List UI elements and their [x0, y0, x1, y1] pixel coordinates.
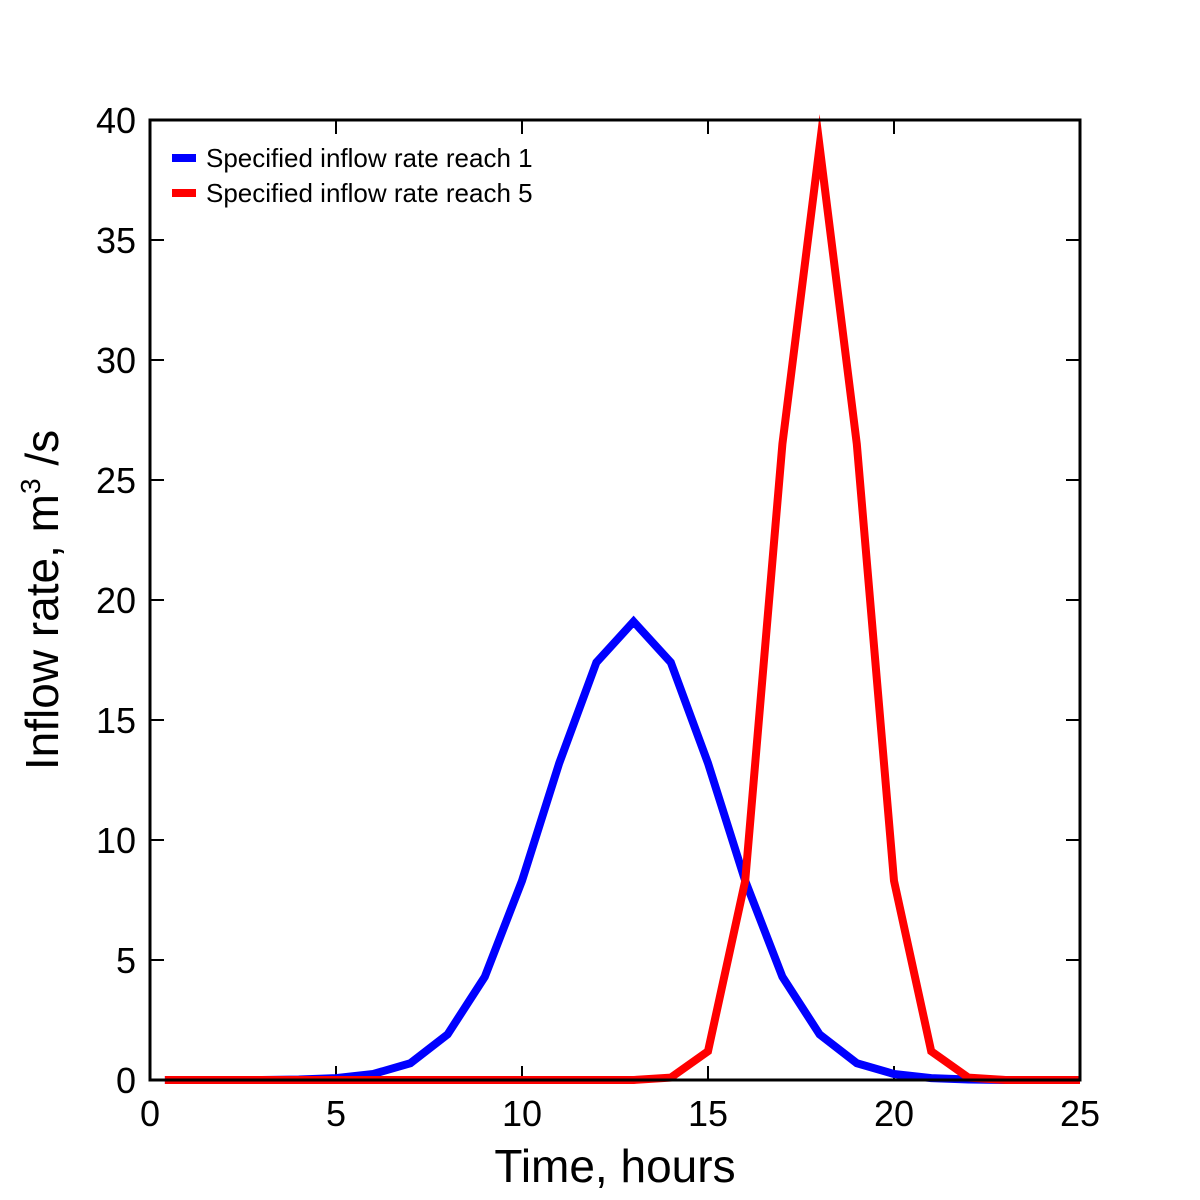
y-tick-label: 30: [96, 340, 136, 381]
y-tick-label: 35: [96, 220, 136, 261]
axis-tick-labels: 0 5 10 15 20 25 0 5 10 15 20 25 30 35 40: [96, 100, 1100, 1134]
y-tick-label: 0: [116, 1060, 136, 1101]
x-tick-label: 0: [140, 1093, 160, 1134]
series-line-2: [164, 114, 1080, 1084]
y-tick-label: 20: [96, 580, 136, 621]
plot-frame: [148, 118, 1082, 1082]
y-tick-label: 5: [116, 940, 136, 981]
x-tick-label: 25: [1060, 1093, 1100, 1134]
x-tick-label: 10: [502, 1093, 542, 1134]
series-line-1: [164, 615, 1080, 1084]
y-axis-title-superscript: 3: [15, 478, 46, 494]
legend: Specified inflow rate reach 1 Specified i…: [172, 143, 533, 208]
y-tick-label: 10: [96, 820, 136, 861]
y-tick-label: 25: [96, 460, 136, 501]
series-lines: [164, 114, 1080, 1084]
y-tick-label: 15: [96, 700, 136, 741]
axis-ticks: [149, 119, 1081, 1081]
y-axis-title-tail: /s: [16, 430, 68, 479]
y-axis-title: Inflow rate, m3 /s: [15, 430, 68, 770]
x-tick-label: 20: [874, 1093, 914, 1134]
y-axis-title-main: Inflow rate, m: [16, 494, 68, 770]
y-tick-label: 40: [96, 100, 136, 141]
legend-label-2: Specified inflow rate reach 5: [206, 178, 533, 208]
legend-label-1: Specified inflow rate reach 1: [206, 143, 533, 173]
x-tick-label: 5: [326, 1093, 346, 1134]
x-tick-label: 15: [688, 1093, 728, 1134]
x-axis-title: Time, hours: [494, 1140, 735, 1192]
